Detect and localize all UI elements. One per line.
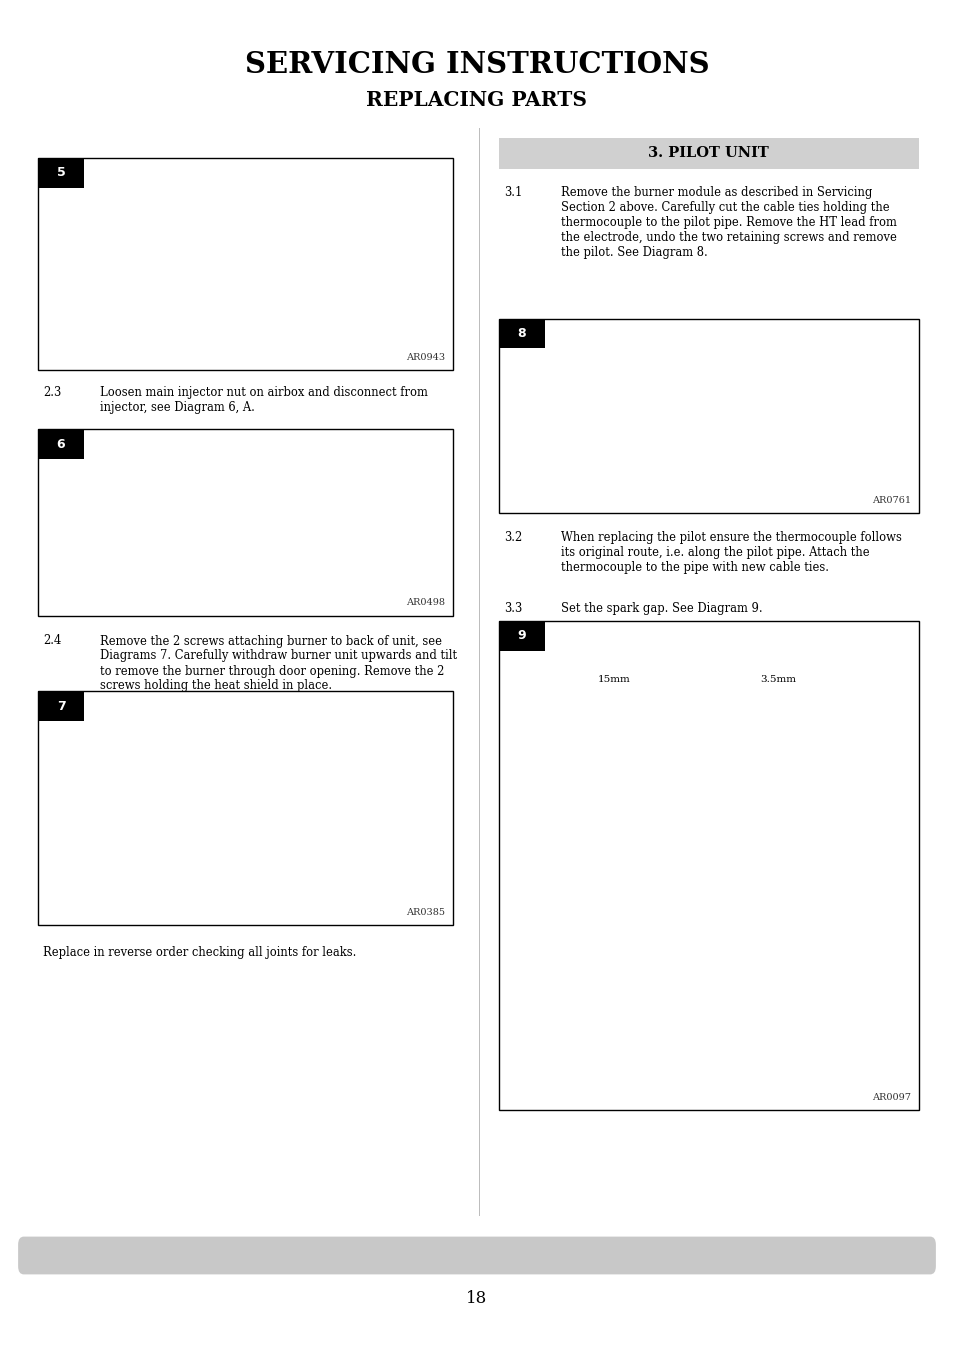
Text: 3.1: 3.1 [503, 186, 521, 200]
Text: AR0385: AR0385 [406, 907, 445, 917]
Text: 5: 5 [56, 166, 66, 180]
Text: AR0097: AR0097 [871, 1092, 910, 1102]
FancyBboxPatch shape [18, 1237, 935, 1274]
Bar [38, 429, 453, 616]
Text: Replace in reverse order checking all joints for leaks.: Replace in reverse order checking all jo… [43, 946, 355, 960]
Text: 2.4: 2.4 [43, 634, 61, 648]
Text: Remove the burner module as described in Servicing
Section 2 above. Carefully cu: Remove the burner module as described in… [560, 186, 896, 259]
Text: 3.3: 3.3 [503, 602, 521, 616]
Text: AR0498: AR0498 [406, 598, 445, 608]
Text: 8: 8 [517, 327, 526, 340]
Text: 15mm: 15mm [598, 675, 630, 684]
Text: 3. PILOT UNIT: 3. PILOT UNIT [648, 146, 768, 161]
Text: Remove the 2 screws attaching burner to back of unit, see
Diagrams 7. Carefully : Remove the 2 screws attaching burner to … [100, 634, 456, 693]
Text: Set the spark gap. See Diagram 9.: Set the spark gap. See Diagram 9. [560, 602, 761, 616]
Text: Loosen main injector nut on airbox and disconnect from
injector, see Diagram 6, : Loosen main injector nut on airbox and d… [100, 386, 428, 414]
Text: SERVICING INSTRUCTIONS: SERVICING INSTRUCTIONS [244, 50, 709, 80]
Bar [498, 319, 544, 348]
Text: 6: 6 [56, 437, 66, 451]
Text: 2.3: 2.3 [43, 386, 61, 400]
Text: AR0761: AR0761 [871, 495, 910, 505]
Text: When replacing the pilot ensure the thermocouple follows
its original route, i.e: When replacing the pilot ensure the ther… [560, 531, 901, 574]
Bar [38, 429, 84, 459]
Bar [38, 691, 84, 721]
Text: 3.2: 3.2 [503, 531, 521, 544]
Bar [38, 158, 453, 370]
Text: AR0943: AR0943 [406, 352, 445, 362]
Bar [38, 691, 453, 925]
Bar [498, 319, 918, 513]
Text: 18: 18 [466, 1291, 487, 1307]
Text: 7: 7 [56, 699, 66, 713]
Bar [38, 158, 84, 188]
Text: 9: 9 [517, 629, 526, 643]
Text: 3.5mm: 3.5mm [760, 675, 796, 684]
Text: REPLACING PARTS: REPLACING PARTS [366, 90, 587, 109]
Bar [498, 138, 918, 169]
Bar [498, 621, 544, 651]
Bar [498, 621, 918, 1110]
